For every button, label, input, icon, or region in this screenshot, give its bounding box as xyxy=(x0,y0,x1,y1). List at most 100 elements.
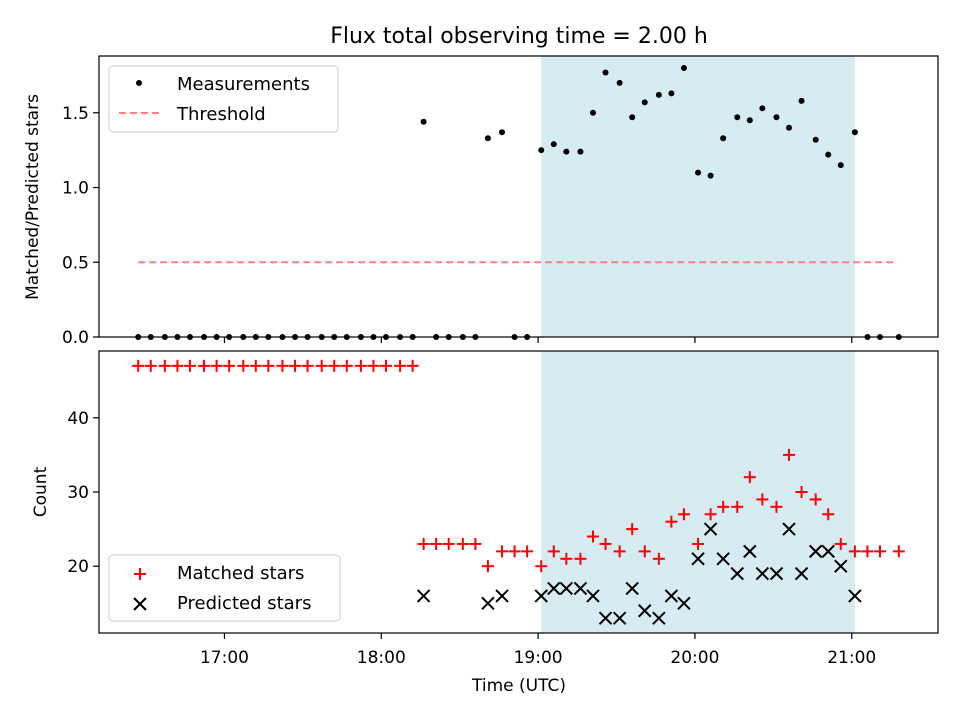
matched-star-point xyxy=(692,537,705,550)
predicted-star-point xyxy=(794,566,809,581)
legend-matched-label: Matched stars xyxy=(177,563,304,584)
y-tick-label: 0.5 xyxy=(62,253,89,273)
measurement-point xyxy=(798,97,805,104)
matched-star-point xyxy=(442,537,455,550)
matched-star-point xyxy=(367,359,380,372)
matched-star-point xyxy=(586,530,599,543)
matched-star-point xyxy=(262,359,275,372)
x-tick-label: 20:00 xyxy=(670,648,719,668)
measurement-point xyxy=(420,118,427,125)
matched-star-point xyxy=(430,537,443,550)
matched-star-point xyxy=(132,359,145,372)
predicted-star-point xyxy=(573,581,588,596)
measurement-point xyxy=(851,129,858,136)
top-y-axis-label: Matched/Predicted stars xyxy=(23,94,43,300)
predicted-star-point xyxy=(495,589,509,603)
matched-star-point xyxy=(301,359,314,372)
x-tick-label: 17:00 xyxy=(200,648,249,668)
predicted-star-point xyxy=(703,522,718,536)
measurement-point xyxy=(720,135,727,142)
measurement-point xyxy=(773,114,780,121)
predicted-star-point xyxy=(547,581,561,596)
predicted-star-point xyxy=(769,566,784,581)
measurement-point xyxy=(680,64,687,71)
matched-star-point xyxy=(417,537,430,550)
top-y-ticks: 0.0 0.5 1.0 1.5 xyxy=(62,104,99,348)
predicted-star-point xyxy=(481,596,495,611)
y-tick-label: 1.0 xyxy=(62,179,89,199)
measurement-point xyxy=(825,151,832,158)
matched-star-point xyxy=(315,359,328,372)
predicted-star-point xyxy=(677,596,691,611)
matched-star-point xyxy=(406,359,419,372)
legend-measurements-label: Measurements xyxy=(177,74,310,95)
matched-star-point xyxy=(171,359,184,372)
measurement-point xyxy=(550,141,557,148)
matched-star-point xyxy=(354,359,367,372)
measurement-point xyxy=(641,99,648,106)
matched-star-point xyxy=(677,508,690,521)
matched-star-point xyxy=(144,359,157,372)
legend-predicted-label: Predicted stars xyxy=(177,593,311,614)
matched-star-point xyxy=(469,537,482,550)
predicted-star-point xyxy=(848,589,862,603)
bottom-panel: 17:00 18:00 19:00 20:00 21:00 20 30 40 Time (U… xyxy=(31,350,939,696)
matched-star-point xyxy=(456,537,469,550)
measurement-point xyxy=(616,79,623,86)
matched-star-point xyxy=(783,448,796,461)
matched-star-point xyxy=(873,545,886,558)
matched-star-point xyxy=(795,486,808,498)
predicted-star-point xyxy=(416,589,431,603)
chart-title: Flux total observing time = 2.00 h xyxy=(330,24,708,49)
predicted-star-point xyxy=(730,566,744,581)
x-tick-label: 18:00 xyxy=(357,648,406,668)
matched-star-point xyxy=(237,359,250,372)
measurement-point xyxy=(499,129,506,136)
predicted-star-point xyxy=(664,589,679,603)
legend-threshold-label: Threshold xyxy=(176,104,266,125)
matched-star-point xyxy=(289,359,302,372)
top-panel: Flux total observing time = 2.00 h 0.00.… xyxy=(23,24,939,348)
legend-predicted-marker xyxy=(133,597,147,611)
matched-star-point xyxy=(328,359,341,372)
predicted-star-point xyxy=(586,589,600,603)
matched-star-point xyxy=(249,359,262,372)
matched-star-point xyxy=(638,545,651,558)
bottom-legend: Matched stars Predicted stars xyxy=(108,554,341,622)
matched-star-point xyxy=(743,471,756,484)
y-tick-label: 0.0 xyxy=(62,328,89,348)
matched-star-point xyxy=(717,500,730,513)
top-legend-box xyxy=(108,65,339,133)
measurement-point xyxy=(577,148,584,155)
bottom-y-axis-label: Count xyxy=(31,466,51,517)
matched-star-point xyxy=(834,537,847,550)
x-tick-label: 21:00 xyxy=(827,648,876,668)
x-axis-label: Time (UTC) xyxy=(471,676,566,696)
measurement-point xyxy=(786,124,793,131)
bottom-x-ticks: 17:00 18:00 19:00 20:00 21:00 xyxy=(200,633,876,668)
matched-star-point xyxy=(379,359,392,372)
predicted-star-point xyxy=(821,544,835,559)
measurement-point xyxy=(655,91,662,98)
predicted-star-point xyxy=(716,552,730,566)
measurement-point xyxy=(589,109,596,116)
matched-star-point xyxy=(665,515,678,528)
measurement-point xyxy=(538,147,545,154)
y-tick-label: 1.5 xyxy=(62,104,89,124)
matched-star-point xyxy=(210,359,223,372)
legend-matched-marker xyxy=(134,568,146,580)
predicted-star-point xyxy=(808,544,823,559)
matched-star-point xyxy=(560,552,573,565)
bottom-axes-frame xyxy=(98,350,939,634)
y-tick-label: 40 xyxy=(67,409,89,429)
predicted-star-point xyxy=(834,559,848,573)
measurement-point xyxy=(746,117,753,124)
matched-star-point xyxy=(704,508,717,521)
measurement-point xyxy=(837,162,844,169)
matched-star-point xyxy=(731,500,744,513)
measurement-point xyxy=(734,114,741,121)
star-count-points xyxy=(132,359,905,625)
measurement-point xyxy=(602,69,609,76)
top-x-ticks xyxy=(223,337,853,343)
